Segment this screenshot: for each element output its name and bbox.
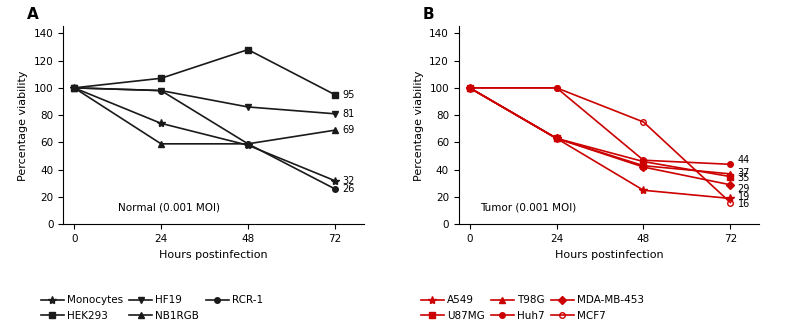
X-axis label: Hours postinfection: Hours postinfection — [159, 250, 268, 260]
Text: Tumor (0.001 MOI): Tumor (0.001 MOI) — [480, 203, 577, 213]
Text: Normal (0.001 MOI): Normal (0.001 MOI) — [118, 203, 220, 213]
Text: 35: 35 — [738, 173, 750, 183]
Text: 19: 19 — [738, 192, 750, 202]
Text: 37: 37 — [738, 168, 750, 178]
Legend: A549, U87MG, T98G, Huh7, MDA-MB-453, MCF7: A549, U87MG, T98G, Huh7, MDA-MB-453, MCF… — [417, 291, 648, 325]
Text: 29: 29 — [738, 184, 750, 194]
Text: B: B — [422, 8, 434, 22]
Text: 44: 44 — [738, 155, 750, 165]
Text: 32: 32 — [343, 176, 354, 186]
Text: 95: 95 — [343, 90, 354, 100]
X-axis label: Hours postinfection: Hours postinfection — [554, 250, 664, 260]
Text: 16: 16 — [738, 199, 750, 209]
Y-axis label: Percentage viability: Percentage viability — [18, 70, 28, 181]
Text: 69: 69 — [343, 125, 354, 135]
Y-axis label: Percentage viability: Percentage viability — [414, 70, 424, 181]
Legend: Monocytes, HEK293, HF19, NB1RGB, RCR-1: Monocytes, HEK293, HF19, NB1RGB, RCR-1 — [37, 291, 267, 325]
Text: 26: 26 — [343, 184, 354, 194]
Text: 81: 81 — [343, 109, 354, 119]
Text: A: A — [27, 8, 39, 22]
